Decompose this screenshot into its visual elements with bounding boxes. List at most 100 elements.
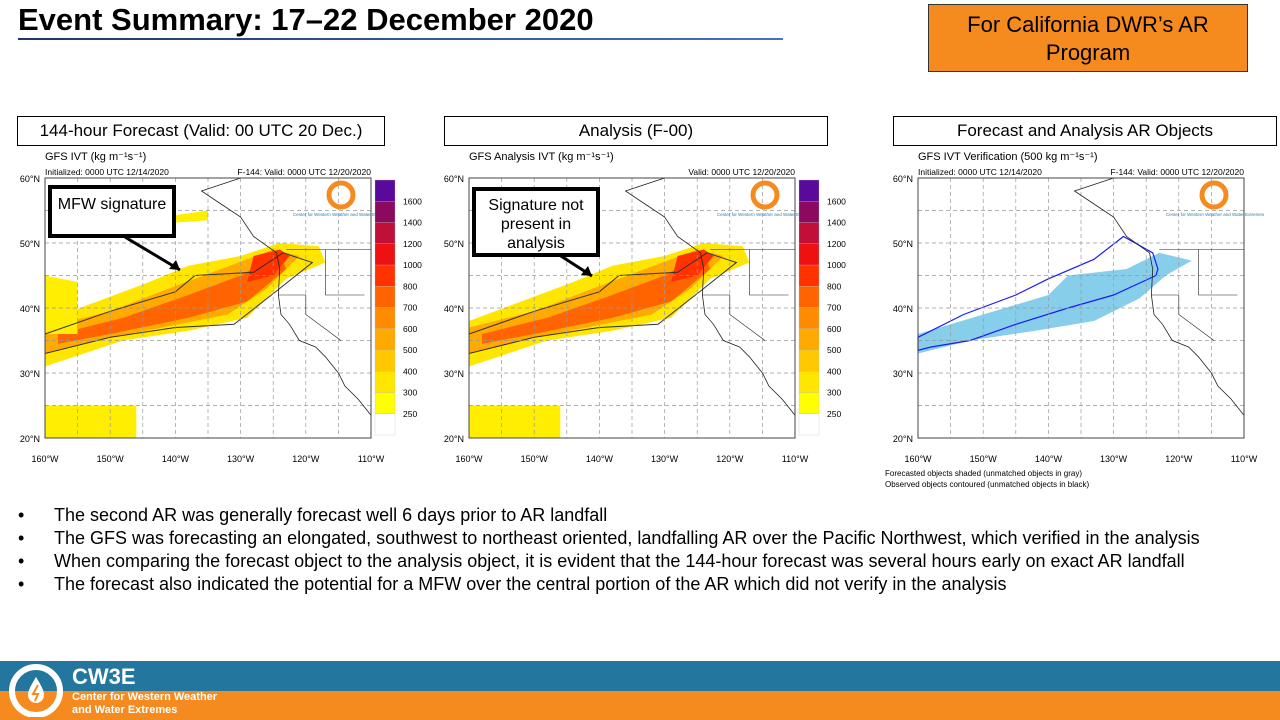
colorbar-label: 250 <box>827 409 841 419</box>
plot-frame <box>468 177 796 439</box>
colorbar-label: 600 <box>403 324 417 334</box>
lat-tick-label: 40°N <box>893 304 913 314</box>
plot-title: GFS IVT (kg m⁻¹s⁻¹) <box>45 151 146 163</box>
forecast-object <box>918 252 1192 354</box>
lat-tick-label: 30°N <box>893 369 913 379</box>
mfw-callout: MFW signature <box>48 185 176 238</box>
lat-tick-label: 40°N <box>20 304 40 314</box>
footer-band-blue <box>0 661 1280 691</box>
state-border <box>278 294 342 341</box>
colorbar-label: 1400 <box>403 218 422 228</box>
footer-line1: Center for Western Weather <box>72 691 218 703</box>
colorbar-swatch <box>798 243 820 266</box>
summary-bullets: The second AR was generally forecast wel… <box>18 504 1268 596</box>
lon-tick-label: 130°W <box>1100 454 1128 464</box>
bullet-item: The second AR was generally forecast wel… <box>18 504 1268 527</box>
colorbar-swatch <box>374 179 396 202</box>
ar-objects-map: GFS IVT Verification (500 kg m⁻¹s⁻¹) Init… <box>885 151 1265 489</box>
lon-tick-label: 150°W <box>521 454 549 464</box>
footer-org-name: CW3E <box>72 664 136 689</box>
ivt-shading-1000 <box>671 249 714 282</box>
colorbar-label: 1600 <box>827 196 846 206</box>
lon-tick-label: 130°W <box>227 454 255 464</box>
coastline <box>624 177 796 416</box>
logo-text: Center for Western Weather and Water Ext… <box>717 212 816 217</box>
panel-header-objects: Forecast and Analysis AR Objects <box>893 116 1277 146</box>
colorbar-swatch <box>374 243 396 266</box>
lon-tick-label: 160°W <box>455 454 483 464</box>
colorbar-label: 400 <box>827 366 841 376</box>
init-time: Initialized: 0000 UTC 12/14/2020 <box>45 167 169 177</box>
colorbar-swatch <box>798 413 820 436</box>
arrowhead <box>581 266 592 276</box>
colorbar-swatch <box>374 307 396 329</box>
coastline <box>200 177 372 416</box>
colorbar-label: 250 <box>403 409 417 419</box>
lon-tick-label: 140°W <box>1035 454 1063 464</box>
colorbar-label: 300 <box>403 388 417 398</box>
ivt-shading-west <box>45 275 78 334</box>
colorbar-swatch <box>798 328 820 351</box>
cw3e-logo-icon <box>9 664 63 717</box>
lon-tick-label: 140°W <box>586 454 614 464</box>
colorbar-swatch <box>798 179 820 202</box>
plot-frame <box>44 177 372 439</box>
lat-tick-label: 60°N <box>893 174 913 184</box>
analysis-callout: Signature not present in analysis <box>472 187 600 257</box>
colorbar-swatch <box>374 328 396 351</box>
bullet-item: The forecast also indicated the potentia… <box>18 573 1268 596</box>
coastline <box>1073 177 1245 416</box>
colorbar-label: 1200 <box>403 239 422 249</box>
colorbar-swatch <box>798 371 820 393</box>
colorbar-label: 1400 <box>827 218 846 228</box>
lat-tick-label: 20°N <box>20 434 40 444</box>
footer-org-subtitle: Center for Western Weather and Water Extr… <box>72 691 217 717</box>
colorbar-swatch <box>374 286 396 308</box>
logo-text: Center for Western Weather and Water Ext… <box>293 212 392 217</box>
title-underline <box>18 38 783 40</box>
panel-header-forecast: 144-hour Forecast (Valid: 00 UTC 20 Dec.… <box>17 116 385 146</box>
forecast-ivt-map: GFS IVT (kg m⁻¹s⁻¹) Initialized: 0000 UTC… <box>20 151 422 464</box>
cw3e-logo-icon <box>750 180 780 210</box>
colorbar-swatch <box>374 201 396 223</box>
state-border <box>1198 249 1238 296</box>
state-border <box>702 294 766 341</box>
footer-band-orange <box>0 691 1280 720</box>
colorbar-label: 500 <box>403 345 417 355</box>
cw3e-logo-icon <box>1199 180 1229 210</box>
cw3e-logo-icon <box>326 180 356 210</box>
lon-tick-label: 120°W <box>1165 454 1193 464</box>
callout-arrow <box>124 235 181 272</box>
colorbar-swatch <box>374 222 396 244</box>
colorbar-swatch <box>798 222 820 244</box>
legend-note: Forecasted objects shaded (unmatched obj… <box>885 469 1082 478</box>
ivt-shading-800 <box>482 252 711 344</box>
program-badge: For California DWR’s AR Program <box>928 4 1248 72</box>
lon-tick-label: 150°W <box>97 454 125 464</box>
lat-tick-label: 20°N <box>893 434 913 444</box>
arrowhead <box>169 260 180 270</box>
state-border <box>1151 294 1215 341</box>
slide-title: Event Summary: 17–22 December 2020 <box>18 2 594 37</box>
colorbar-label: 800 <box>403 281 417 291</box>
lon-tick-label: 140°W <box>162 454 190 464</box>
colorbar-swatch <box>798 264 820 287</box>
lat-tick-label: 20°N <box>444 434 464 444</box>
colorbar-swatch <box>374 349 396 372</box>
colorbar-swatch <box>374 371 396 393</box>
lon-tick-label: 150°W <box>970 454 998 464</box>
valid-time: Valid: 0000 UTC 12/20/2020 <box>688 167 795 177</box>
lat-tick-label: 60°N <box>20 174 40 184</box>
ivt-shading-south <box>45 405 137 438</box>
init-time: Initialized: 0000 UTC 12/14/2020 <box>918 167 1042 177</box>
ivt-shading-800 <box>58 252 287 344</box>
valid-time: F-144: Valid: 0000 UTC 12/20/2020 <box>237 167 371 177</box>
colorbar-label: 800 <box>827 281 841 291</box>
colorbar-label: 700 <box>827 303 841 313</box>
panel-header-analysis: Analysis (F-00) <box>444 116 828 146</box>
colorbar-label: 600 <box>827 324 841 334</box>
colorbar-label: 1200 <box>827 239 846 249</box>
colorbar-swatch <box>374 264 396 287</box>
colorbar-swatch <box>798 286 820 308</box>
footer-line2: and Water Extremes <box>72 704 178 716</box>
